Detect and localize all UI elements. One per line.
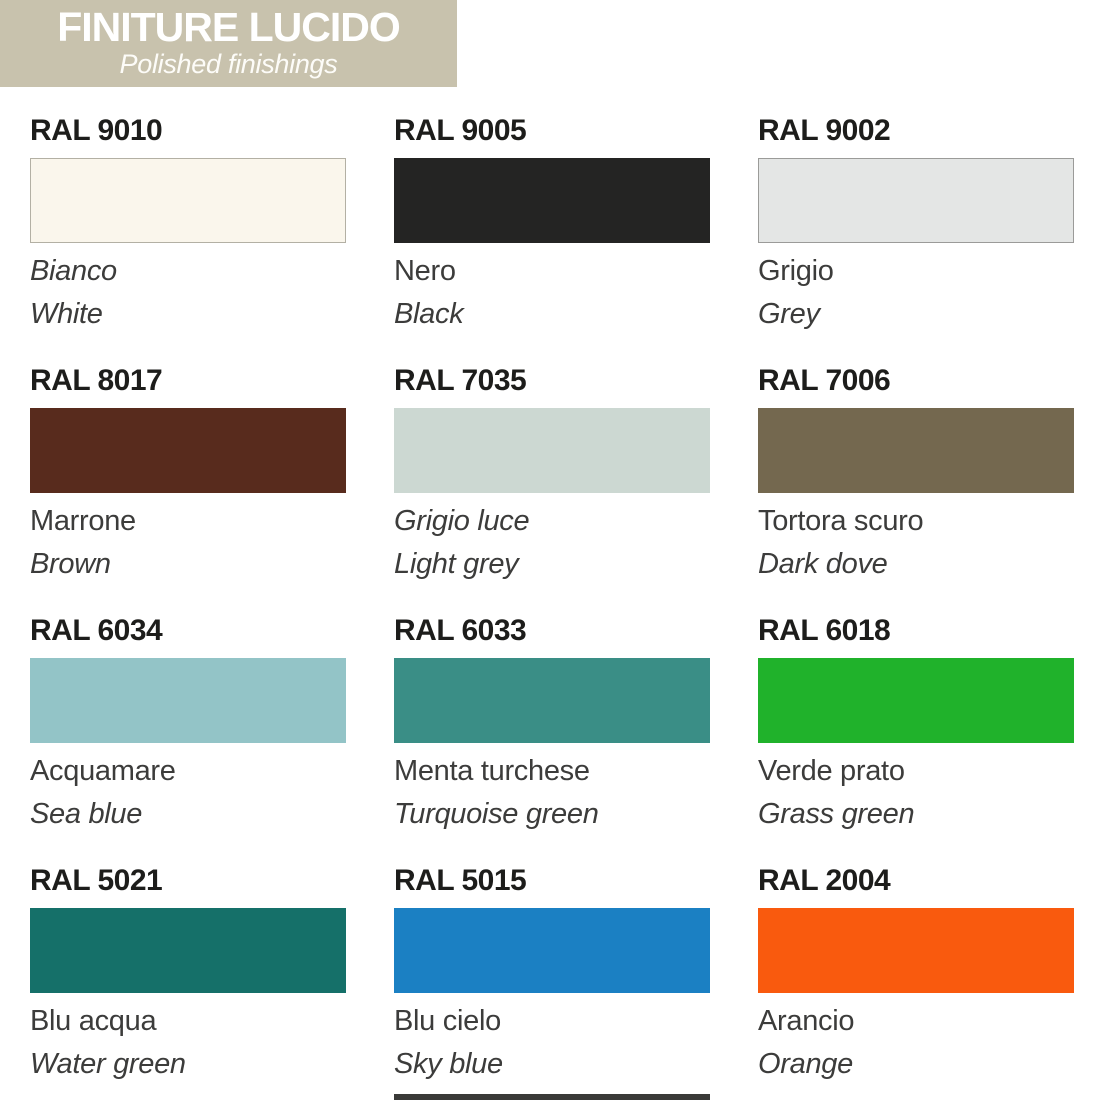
color-name-english: Dark dove [758,548,888,580]
ral-code: RAL 5021 [30,864,163,897]
color-name-italian: Menta turchese [394,755,590,787]
color-name-italian: Tortora scuro [758,505,924,537]
swatch-card-ral-7006: RAL 7006 Tortora scuro Dark dove [758,362,1074,586]
color-name-english: Brown [30,548,111,580]
color-name-italian: Verde prato [758,755,905,787]
color-name-italian: Blu acqua [30,1005,157,1037]
swatch-card-ral-2004: RAL 2004 Arancio Orange [758,862,1074,1086]
section-subtitle: Polished finishings [119,49,338,79]
color-name-english: Sea blue [30,798,143,830]
color-name-english: Grey [758,298,820,330]
section-title: FINITURE LUCIDO [57,4,401,50]
color-swatch [394,158,710,243]
ral-code: RAL 9010 [30,114,163,147]
cropped-next-swatch-sliver [394,1094,710,1100]
ral-code: RAL 6033 [394,614,527,647]
swatch-card-ral-9010: RAL 9010 Bianco White [30,112,346,336]
color-name-english: Water green [30,1048,186,1080]
swatch-card-ral-6018: RAL 6018 Verde prato Grass green [758,612,1074,836]
color-swatch [758,908,1074,993]
swatch-card-ral-5021: RAL 5021 Blu acqua Water green [30,862,346,1086]
swatch-grid: RAL 9010 Bianco White RAL 9005 Nero Blac… [30,112,1074,1086]
color-name-italian: Grigio [758,255,834,287]
color-name-english: Orange [758,1048,853,1080]
color-name-italian: Nero [394,255,456,287]
color-swatch [394,408,710,493]
color-swatch [30,158,346,243]
color-swatch [30,908,346,993]
color-name-english: Sky blue [394,1048,503,1080]
color-name-english: Turquoise green [394,798,599,830]
color-swatch [394,658,710,743]
ral-code: RAL 6034 [30,614,163,647]
color-name-english: Black [394,298,464,330]
ral-code: RAL 7035 [394,364,527,397]
color-swatch [394,908,710,993]
ral-code: RAL 2004 [758,864,891,897]
swatch-card-ral-6033: RAL 6033 Menta turchese Turquoise green [394,612,710,836]
color-name-italian: Grigio luce [394,505,530,537]
ral-code: RAL 8017 [30,364,163,397]
swatch-card-ral-7035: RAL 7035 Grigio luce Light grey [394,362,710,586]
color-swatch [758,658,1074,743]
color-name-english: Grass green [758,798,915,830]
color-name-italian: Bianco [30,255,117,287]
ral-code: RAL 7006 [758,364,891,397]
ral-code: RAL 5015 [394,864,527,897]
color-name-italian: Blu cielo [394,1005,501,1037]
color-name-italian: Marrone [30,505,136,537]
ral-code: RAL 6018 [758,614,891,647]
swatch-card-ral-9005: RAL 9005 Nero Black [394,112,710,336]
swatch-card-ral-5015: RAL 5015 Blu cielo Sky blue [394,862,710,1086]
color-swatch [758,408,1074,493]
color-name-english: White [30,298,103,330]
swatch-card-ral-9002: RAL 9002 Grigio Grey [758,112,1074,336]
swatch-card-ral-6034: RAL 6034 Acquamare Sea blue [30,612,346,836]
color-name-italian: Arancio [758,1005,855,1037]
ral-code: RAL 9005 [394,114,527,147]
swatch-card-ral-8017: RAL 8017 Marrone Brown [30,362,346,586]
color-swatch [30,408,346,493]
section-banner: FINITURE LUCIDO Polished finishings [0,0,457,87]
color-swatch [758,158,1074,243]
ral-code: RAL 9002 [758,114,891,147]
color-swatch [30,658,346,743]
color-name-english: Light grey [394,548,519,580]
color-name-italian: Acquamare [30,755,176,787]
